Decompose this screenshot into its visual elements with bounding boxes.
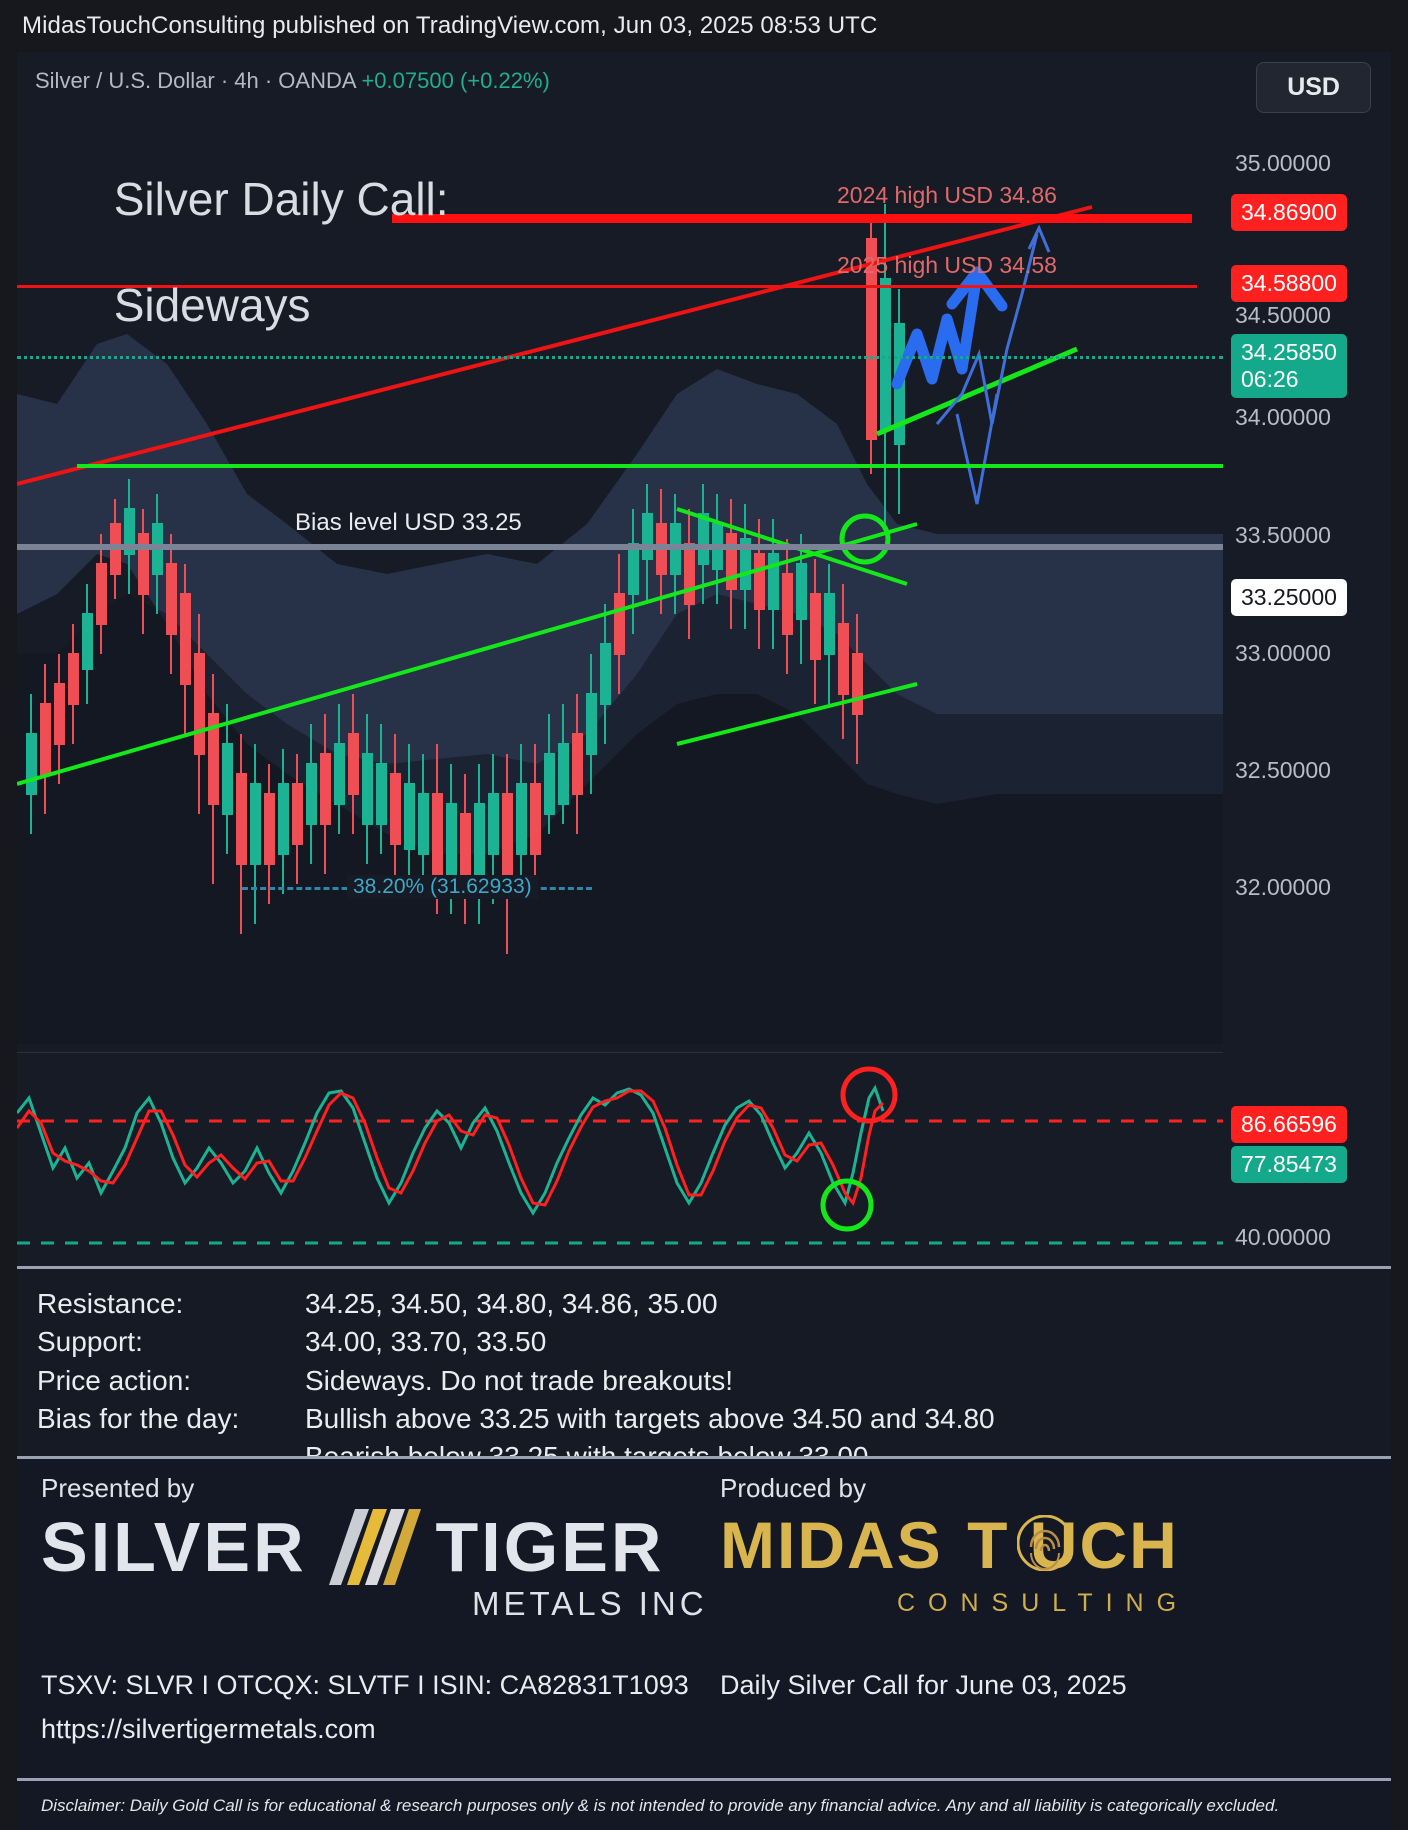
change-absolute: +0.07500 xyxy=(361,68,454,93)
disclaimer-bar: Disclaimer: Daily Gold Call is for educa… xyxy=(17,1778,1391,1830)
price-label-current: 34.25850 06:26 xyxy=(1231,334,1347,399)
analysis-label: Support: xyxy=(37,1326,143,1358)
ticker-listing-line: TSXV: SLVR I OTCQX: SLVTF I ISIN: CA8283… xyxy=(41,1670,689,1700)
currency-badge[interactable]: USD xyxy=(1256,62,1371,113)
oscillator-pane[interactable] xyxy=(17,1052,1223,1266)
midas-wordmark: MIDAS xyxy=(720,1508,943,1582)
price-tick: 34.00000 xyxy=(1235,404,1331,430)
osc-tick: 40.00000 xyxy=(1235,1224,1331,1250)
chart-headline-line2: Sideways xyxy=(113,278,311,331)
metals-inc-label: METALS INC xyxy=(472,1585,708,1622)
chart-legend: Silver / U.S. Dollar · 4h · OANDA +0.075… xyxy=(35,68,550,94)
midas-touch-logo: MIDAS T UCH xyxy=(720,1507,1179,1583)
consulting-label: CONSULTING xyxy=(897,1589,1190,1617)
tiger-claw-icon xyxy=(329,1509,422,1585)
fingerprint-icon xyxy=(1017,1515,1073,1571)
tiger-wordmark: TIGER xyxy=(435,1508,665,1586)
analysis-label: Bias for the day: xyxy=(37,1403,240,1435)
analysis-label: Price action: xyxy=(37,1364,192,1396)
price-label-2024-high: 34.86900 xyxy=(1231,194,1347,231)
price-label-current-value: 34.25850 xyxy=(1241,339,1337,365)
price-label-bias: 33.25000 xyxy=(1231,579,1347,616)
price-tick: 34.50000 xyxy=(1235,302,1331,328)
presented-by-label: Presented by xyxy=(41,1473,195,1503)
analysis-row-price-action: Price action: Sideways. Do not trade bre… xyxy=(37,1362,1391,1400)
annotation-2025-high: 2025 high USD 34.58 xyxy=(837,252,1057,278)
analysis-row-bias: Bias for the day: Bullish above 33.25 wi… xyxy=(37,1400,1391,1438)
chart-headline-line1: Silver Daily Call: xyxy=(113,172,449,225)
price-tick: 33.50000 xyxy=(1235,522,1331,548)
website-url[interactable]: https://silvertigermetals.com xyxy=(41,1714,376,1744)
oscillator-pane-background xyxy=(17,1053,1223,1266)
silver-wordmark: SILVER xyxy=(41,1508,307,1586)
tradingview-chart[interactable]: Silver / U.S. Dollar · 4h · OANDA +0.075… xyxy=(17,52,1391,1266)
silver-tiger-logo: SILVER TIGER xyxy=(41,1507,664,1587)
level-green-resistance xyxy=(77,464,1223,468)
annotation-fib-level: 38.20% (31.62933) xyxy=(347,875,538,899)
price-tick: 35.00000 xyxy=(1235,150,1331,176)
level-2024-high xyxy=(392,214,1192,223)
analysis-value: 34.25, 34.50, 34.80, 34.86, 35.00 xyxy=(305,1288,718,1319)
symbol-label: Silver / U.S. Dollar · 4h · OANDA xyxy=(35,68,356,93)
publisher-line: MidasTouchConsulting published on Tradin… xyxy=(0,0,1408,52)
annotation-2024-high: 2024 high USD 34.86 xyxy=(837,182,1057,208)
level-bias xyxy=(17,544,1223,550)
osc-label-d: 77.85473 xyxy=(1231,1146,1347,1184)
price-tick: 32.00000 xyxy=(1235,874,1331,900)
price-label-current-countdown: 06:26 xyxy=(1241,366,1299,393)
analysis-row-support: Support: 34.00, 33.70, 33.50 xyxy=(37,1323,1391,1361)
analysis-row-resistance: Resistance: 34.25, 34.50, 34.80, 34.86, … xyxy=(37,1285,1391,1323)
change-percent: (+0.22%) xyxy=(459,68,550,93)
branding-bar: Presented by Produced by SILVER TIGER ME… xyxy=(17,1456,1391,1654)
annotation-bias-level: Bias level USD 33.25 xyxy=(295,509,522,536)
level-current-price xyxy=(17,356,1223,359)
analysis-value: Bullish above 33.25 with targets above 3… xyxy=(305,1403,995,1435)
daily-call-label: Daily Silver Call for June 03, 2025 xyxy=(720,1670,1127,1700)
produced-by-label: Produced by xyxy=(720,1473,866,1503)
analysis-value: 34.00, 33.70, 33.50 xyxy=(305,1326,547,1358)
analysis-value: Sideways. Do not trade breakouts! xyxy=(305,1364,734,1396)
osc-label-k: 86.66596 xyxy=(1231,1106,1347,1143)
analysis-table: Resistance: 34.25, 34.50, 34.80, 34.86, … xyxy=(17,1266,1391,1472)
price-tick: 33.00000 xyxy=(1235,640,1331,666)
chart-headline: Silver Daily Call: Sideways xyxy=(37,120,449,384)
price-scale[interactable]: 35.00000 34.86900 34.58800 34.50000 34.2… xyxy=(1223,94,1391,1266)
ticker-bar: TSXV: SLVR I OTCQX: SLVTF I ISIN: CA8283… xyxy=(17,1654,1391,1778)
level-2025-high xyxy=(17,285,1197,288)
analysis-label: Resistance: xyxy=(37,1288,184,1319)
price-label-2025-high: 34.58800 xyxy=(1231,265,1347,302)
price-tick: 32.50000 xyxy=(1235,757,1331,783)
